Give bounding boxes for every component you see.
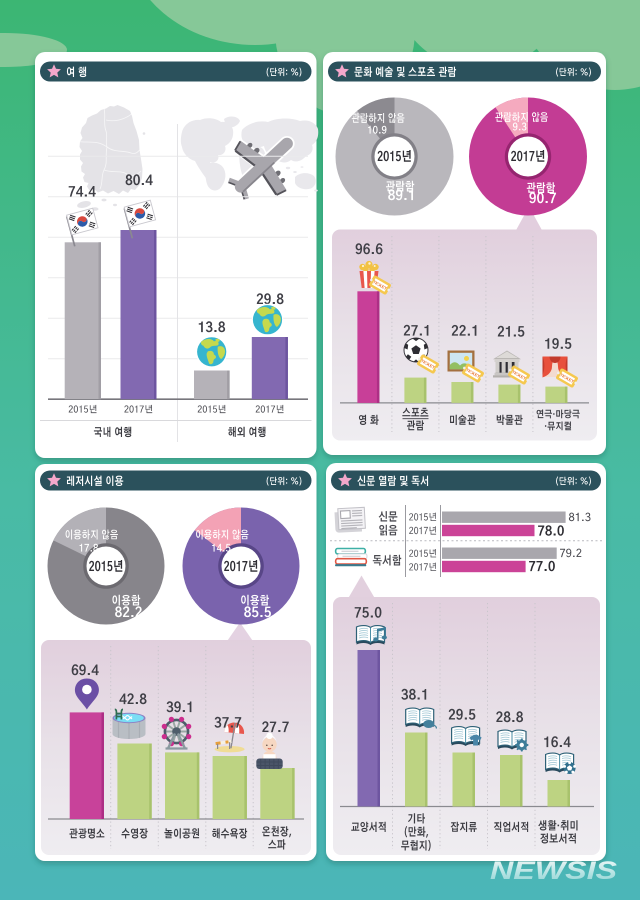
svg-text:NEWSIS: NEWSIS	[490, 857, 617, 885]
